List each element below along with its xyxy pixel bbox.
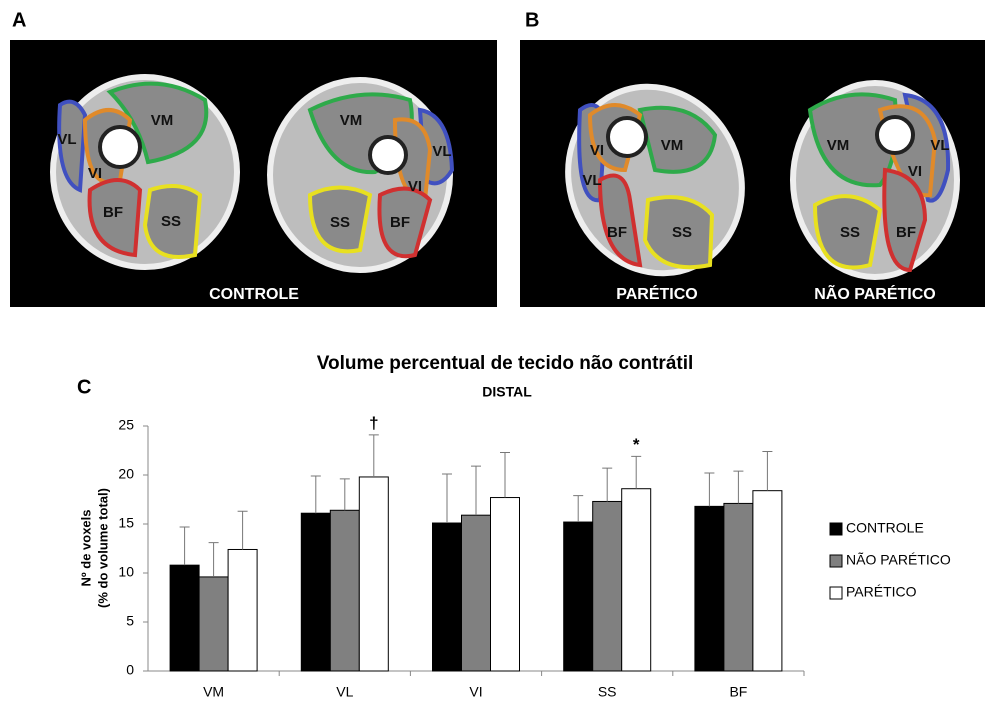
bar bbox=[753, 491, 782, 671]
error-bar bbox=[602, 468, 612, 501]
error-bar bbox=[704, 473, 714, 506]
panel-letter: C bbox=[77, 376, 91, 398]
bar bbox=[359, 477, 388, 671]
image-caption: NÃO PARÉTICO bbox=[814, 283, 935, 303]
muscle-label: VL bbox=[582, 172, 601, 189]
bar bbox=[228, 549, 257, 671]
muscle-label: BF bbox=[103, 204, 123, 221]
panel-a: A VL VM VI BF SS VM VL VI SS BF CONTROLE bbox=[10, 9, 497, 307]
figure: A VL VM VI BF SS VM VL VI SS BF CONTROLE… bbox=[0, 0, 995, 705]
bone bbox=[877, 117, 913, 153]
chart-title: Volume percentual de tecido não contráti… bbox=[317, 353, 694, 374]
y-tick-label: 25 bbox=[118, 417, 134, 433]
chart: C Volume percentual de tecido não contrá… bbox=[77, 353, 951, 700]
muscle-label: VI bbox=[908, 163, 922, 180]
bone bbox=[608, 118, 646, 156]
muscle-label: BF bbox=[896, 224, 916, 241]
bar bbox=[170, 565, 199, 671]
error-bar bbox=[369, 435, 379, 477]
muscle-label: VL bbox=[432, 143, 451, 160]
bar bbox=[593, 501, 622, 671]
y-label-line: Nº de voxels bbox=[78, 509, 93, 586]
muscle-label: BF bbox=[390, 214, 410, 231]
muscle-label: VM bbox=[340, 112, 363, 129]
y-axis-label: Nº de voxels (% do volume total) bbox=[78, 488, 110, 608]
muscle-label: SS bbox=[672, 224, 692, 241]
bar bbox=[622, 489, 651, 671]
x-tick-label: VL bbox=[336, 684, 353, 700]
panel-letter: A bbox=[12, 9, 26, 31]
error-bar bbox=[471, 466, 481, 515]
image-caption: CONTROLE bbox=[209, 286, 299, 303]
error-bar bbox=[500, 452, 510, 497]
muscle-label: VI bbox=[590, 142, 604, 159]
muscle-label: VL bbox=[930, 137, 949, 154]
legend-label: CONTROLE bbox=[846, 520, 924, 536]
bone bbox=[370, 137, 406, 173]
error-bar bbox=[311, 476, 321, 513]
muscle-label: VI bbox=[88, 165, 102, 182]
muscle-label: SS bbox=[840, 224, 860, 241]
error-bar bbox=[573, 496, 583, 522]
bar bbox=[301, 513, 330, 671]
muscle-label: VL bbox=[57, 131, 76, 148]
bar bbox=[199, 577, 228, 671]
annotation: * bbox=[633, 435, 640, 454]
error-bar bbox=[238, 511, 248, 549]
bar bbox=[491, 498, 520, 671]
y-tick-label: 15 bbox=[118, 515, 134, 531]
legend-swatch bbox=[830, 555, 842, 567]
legend-label: NÃO PARÉTICO bbox=[846, 552, 951, 568]
muscle-label: VM bbox=[151, 112, 174, 129]
error-bar bbox=[442, 474, 452, 523]
muscle-label: VI bbox=[408, 178, 422, 195]
muscle-label: SS bbox=[330, 214, 350, 231]
legend-swatch bbox=[830, 523, 842, 535]
x-tick-label: VI bbox=[469, 684, 482, 700]
x-tick-label: VM bbox=[203, 684, 224, 700]
muscle-label: BF bbox=[607, 224, 627, 241]
chart-subtitle: DISTAL bbox=[482, 384, 532, 400]
y-tick-label: 5 bbox=[126, 613, 134, 629]
muscle-label: SS bbox=[161, 213, 181, 230]
bar bbox=[433, 523, 462, 671]
bone bbox=[100, 127, 140, 167]
x-tick-label: BF bbox=[729, 684, 747, 700]
x-tick-label: SS bbox=[598, 684, 617, 700]
legend-label: PARÉTICO bbox=[846, 584, 917, 600]
bar bbox=[564, 522, 593, 671]
error-bar bbox=[733, 471, 743, 503]
bar bbox=[695, 506, 724, 671]
bar bbox=[330, 510, 359, 671]
legend-swatch bbox=[830, 587, 842, 599]
panel-b: B VI VL VM BF SS VM VL VI SS BF PARÉTICO… bbox=[520, 9, 985, 307]
annotation: † bbox=[369, 413, 378, 432]
panel-letter: B bbox=[525, 9, 539, 31]
error-bar bbox=[762, 451, 772, 490]
y-tick-label: 10 bbox=[118, 564, 134, 580]
error-bar bbox=[340, 479, 350, 510]
bar bbox=[724, 503, 753, 671]
muscle-label: VM bbox=[661, 137, 684, 154]
y-label-line: (% do volume total) bbox=[95, 488, 110, 608]
y-tick-label: 20 bbox=[118, 466, 134, 482]
muscle-label: VM bbox=[827, 137, 850, 154]
error-bar bbox=[209, 543, 219, 577]
error-bar bbox=[631, 456, 641, 488]
error-bar bbox=[180, 527, 190, 565]
image-caption: PARÉTICO bbox=[616, 284, 697, 303]
y-tick-label: 0 bbox=[126, 662, 134, 678]
bar bbox=[462, 515, 491, 671]
